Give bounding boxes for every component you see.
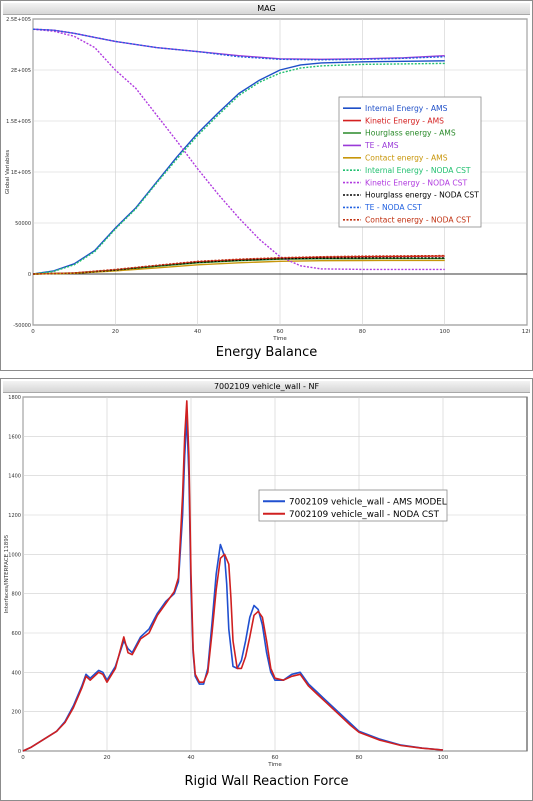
- y-tick-label: 1000: [8, 552, 21, 558]
- legend-label-1: Internal Energy - AMS: [365, 104, 448, 113]
- series-line-2: [22, 400, 444, 752]
- legend-label-7: Kinetic Energy - NODA CST: [365, 178, 468, 187]
- series-line-6: [32, 62, 445, 275]
- y-tick-label: 1.5E+005: [6, 119, 31, 125]
- energy-balance-caption: Energy Balance: [215, 345, 318, 360]
- x-axis-label: Time: [272, 336, 287, 341]
- reaction-force-caption: Rigid Wall Reaction Force: [184, 774, 349, 789]
- y-tick-label: 0: [18, 749, 21, 755]
- series-line-9: [32, 28, 445, 61]
- legend-label-8: Hourglass energy - NODA CST: [365, 191, 479, 200]
- x-tick-label: 40: [188, 755, 195, 761]
- reaction-force-panel: 7002109 vehicle_wall - NF 0 20 40 60 80 100 0 2…: [0, 378, 533, 801]
- y-tick-label: 1600: [8, 434, 21, 440]
- series-line-1: [32, 60, 445, 275]
- x-tick-label: 20: [112, 329, 119, 335]
- series-line-7: [32, 28, 445, 271]
- y-tick-label: 1200: [8, 513, 21, 519]
- energy-balance-chart: 020406080100120-500000500001E+0051.5E+00…: [5, 17, 530, 341]
- legend-label-1: 7002109 vehicle_wall - AMS MODEL: [289, 497, 447, 507]
- x-tick-label: 60: [277, 329, 284, 335]
- x-tick-label: 20: [104, 755, 111, 761]
- y-tick-label: 2.5E+005: [6, 17, 31, 23]
- legend-label-4: TE - AMS: [364, 141, 399, 150]
- legend-label-6: Internal Energy - NODA CST: [365, 166, 471, 175]
- y-tick-label: 400: [11, 670, 21, 676]
- y-tick-label: 1E+005: [11, 170, 31, 176]
- legend-label-10: Contact energy - NODA CST: [365, 215, 471, 224]
- y-tick-label: 1400: [8, 474, 21, 480]
- legend-label-9: TE - NODA CST: [364, 203, 422, 212]
- y-tick-label: -50000: [13, 323, 31, 329]
- x-axis-label: Time: [267, 762, 282, 768]
- energy-balance-panel: MAG 020406080100120-500000500001E+0051.5…: [0, 0, 533, 371]
- legend-label-5: Contact energy - AMS: [365, 153, 448, 162]
- x-tick-label: 40: [194, 329, 201, 335]
- reaction-force-chart: 0 20 40 60 80 1000200400600800100012001400160…: [4, 395, 528, 768]
- x-tick-label: 120: [522, 329, 530, 335]
- series-line-5: [32, 259, 445, 275]
- y-tick-label: 0: [28, 272, 31, 278]
- legend-label-2: Kinetic Energy - AMS: [365, 116, 444, 125]
- y-tick-label: 800: [11, 592, 21, 598]
- y-tick-label: 200: [11, 710, 21, 716]
- x-tick-label: 100: [438, 755, 449, 761]
- y-tick-label: 1800: [8, 395, 21, 401]
- x-tick-label: 0: [21, 755, 25, 761]
- y-tick-label: 600: [11, 631, 21, 637]
- y-axis-label: Interfaces/INTERFACE 11895: [4, 534, 10, 613]
- y-tick-label: 2E+005: [11, 68, 31, 74]
- x-tick-label: 60: [272, 755, 279, 761]
- x-tick-label: 100: [439, 329, 450, 335]
- y-axis-label: Global Variables: [5, 150, 11, 195]
- x-tick-label: 80: [359, 329, 366, 335]
- legend-label-2: 7002109 vehicle_wall - NODA CST: [289, 510, 440, 520]
- series-line-8: [32, 257, 445, 275]
- x-tick-label: 80: [356, 755, 363, 761]
- chart-window-title: 7002109 vehicle_wall - NF: [3, 381, 530, 393]
- legend-label-3: Hourglass energy - AMS: [365, 129, 456, 138]
- y-tick-label: 50000: [15, 221, 31, 227]
- chart-window-title: MAG: [3, 3, 530, 15]
- series-line-10: [32, 254, 445, 275]
- x-tick-label: 0: [31, 329, 35, 335]
- legend-box: [338, 96, 482, 228]
- legend-box: [258, 489, 448, 522]
